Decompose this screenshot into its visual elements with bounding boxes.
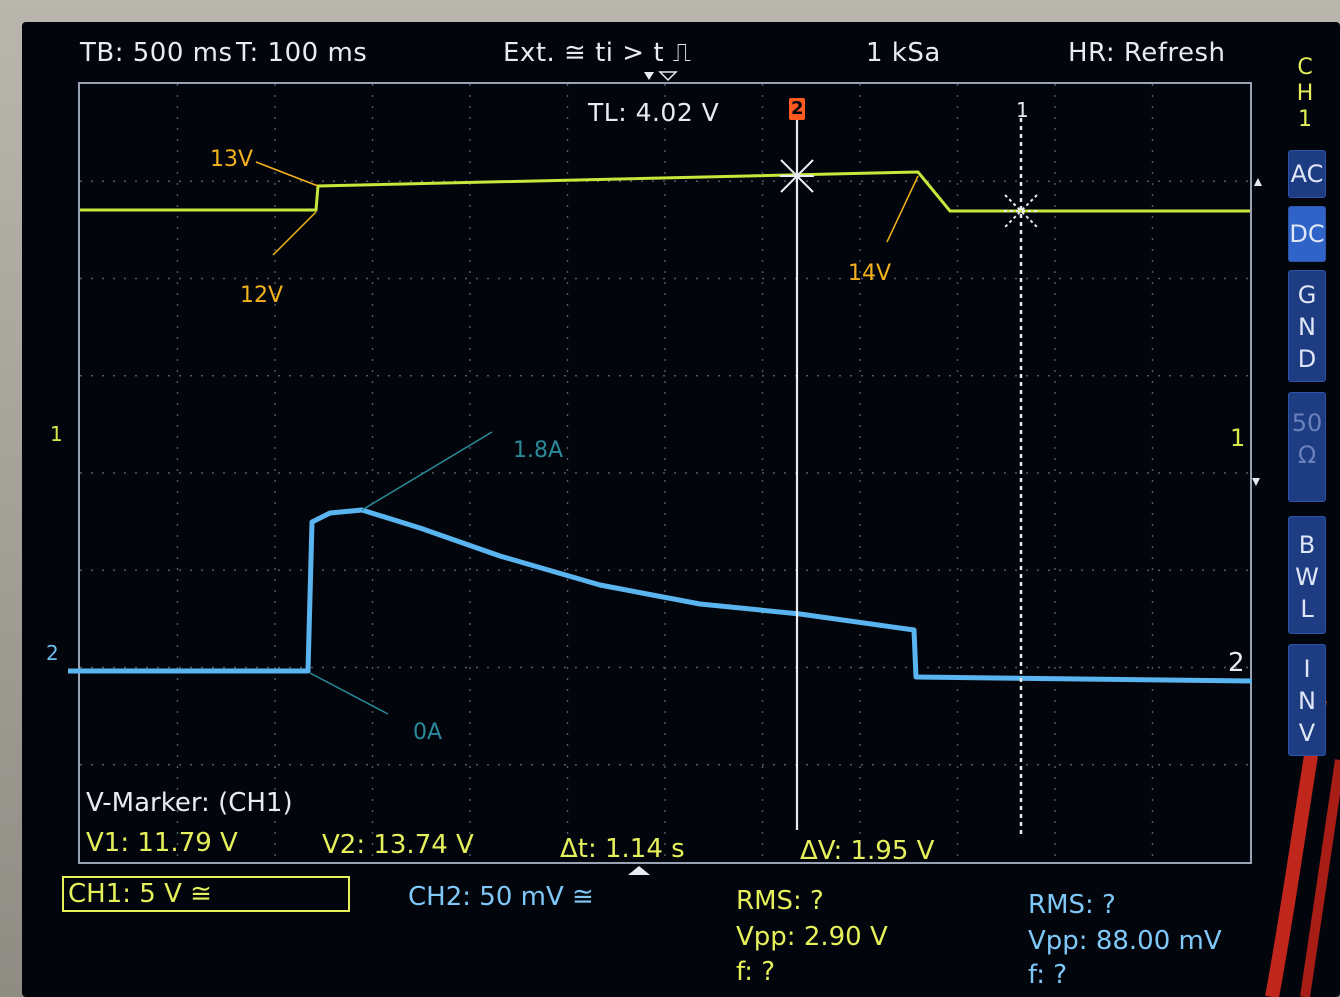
coupling-dc-button[interactable]: DC bbox=[1288, 206, 1326, 262]
marker-title: V-Marker: (CH1) bbox=[86, 788, 293, 818]
ch1-up-arrow bbox=[1254, 178, 1262, 186]
annotation-12v: 12V bbox=[240, 283, 284, 308]
annotation-14v: 14V bbox=[848, 261, 892, 286]
ch2-offset-marker[interactable]: 2 bbox=[46, 641, 59, 665]
ch2-setting[interactable]: CH2: 50 mV ≅ bbox=[408, 882, 594, 912]
cursor-1-crosshair bbox=[1004, 194, 1038, 228]
marker-v2: V2: 13.74 V bbox=[322, 830, 474, 860]
ch1-right-marker: 1 bbox=[1230, 424, 1246, 452]
annotation-0a: 0A bbox=[413, 720, 443, 745]
marker-delta-t: Δt: 1.14 s bbox=[560, 834, 685, 864]
cursor-2-label[interactable]: 2 bbox=[791, 98, 804, 119]
timebase-readout[interactable]: TB: 500 ms bbox=[80, 38, 233, 68]
trigger-offset-marker bbox=[658, 71, 678, 82]
ch2-right-marker: 2 bbox=[1228, 648, 1245, 678]
sample-rate-readout[interactable]: 1 kSa bbox=[866, 38, 941, 68]
annotation-13v: 13V bbox=[210, 147, 254, 172]
trigger-time-readout[interactable]: T: 100 ms bbox=[236, 38, 368, 68]
ch2-down-arrow bbox=[1252, 478, 1260, 486]
marker-delta-v: ΔV: 1.95 V bbox=[800, 836, 935, 866]
ch2-rms: RMS: ? bbox=[1028, 890, 1116, 920]
graticule bbox=[80, 84, 1250, 862]
annotation-12v-leader bbox=[272, 211, 317, 256]
bandwidth-limit-button[interactable]: B W L bbox=[1288, 516, 1326, 634]
waveform-area[interactable] bbox=[78, 82, 1252, 864]
cursor-1-label[interactable]: 1 bbox=[1016, 98, 1029, 122]
ch2-frequency: f: ? bbox=[1028, 960, 1068, 990]
oscilloscope-screen bbox=[22, 22, 1340, 997]
ch2-vpp: Vpp: 88.00 mV bbox=[1028, 926, 1222, 956]
annotation-14v-leader bbox=[886, 175, 919, 243]
impedance-50-button[interactable]: 50 Ω bbox=[1288, 392, 1326, 502]
bottom-center-marker bbox=[628, 866, 650, 875]
ch1-offset-marker[interactable]: 1 bbox=[50, 422, 63, 446]
ch1-frequency: f: ? bbox=[736, 957, 776, 987]
trigger-mode-readout[interactable]: Ext. ≅ ti > t ⎍ bbox=[503, 38, 692, 68]
ch1-trace bbox=[80, 170, 1250, 213]
side-channel-label: C H 1 bbox=[1296, 55, 1314, 132]
trigger-position-marker bbox=[644, 72, 654, 80]
ch1-setting[interactable]: CH1: 5 V ≅ bbox=[62, 876, 350, 912]
acquisition-mode-readout[interactable]: HR: Refresh bbox=[1068, 38, 1226, 68]
invert-button[interactable]: I N V bbox=[1288, 644, 1326, 756]
ch1-rms: RMS: ? bbox=[736, 886, 824, 916]
coupling-gnd-button[interactable]: G N D bbox=[1288, 270, 1326, 382]
cursor-2-flag bbox=[789, 98, 805, 120]
annotation-0a-leader bbox=[309, 672, 389, 715]
cursor-2-crosshair bbox=[780, 159, 814, 193]
ch2-trace bbox=[68, 507, 1253, 684]
ch1-vpp: Vpp: 2.90 V bbox=[736, 922, 888, 952]
trigger-level-readout[interactable]: TL: 4.02 V bbox=[588, 98, 720, 127]
annotation-13v-leader bbox=[255, 161, 319, 187]
marker-v1: V1: 11.79 V bbox=[86, 828, 238, 858]
annotation-1.8a: 1.8A bbox=[513, 438, 564, 463]
coupling-ac-button[interactable]: AC bbox=[1288, 150, 1326, 198]
annotation-1.8a-leader bbox=[361, 431, 493, 511]
